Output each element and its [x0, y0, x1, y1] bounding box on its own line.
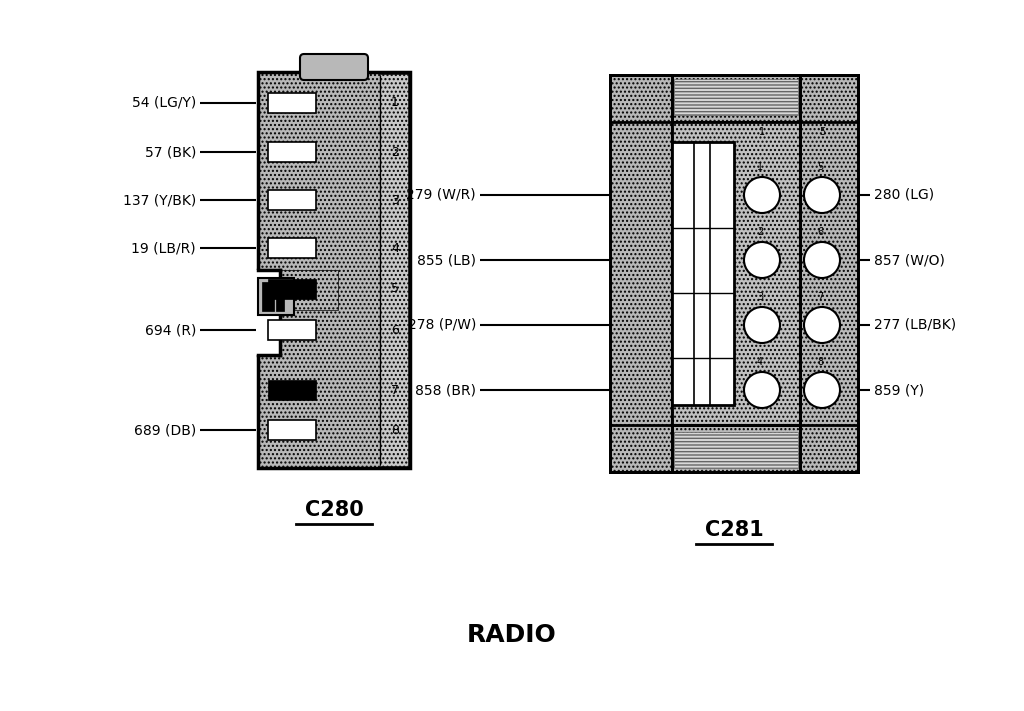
Text: 19 (LB/R): 19 (LB/R) [131, 241, 196, 255]
Text: 57 (BK): 57 (BK) [144, 145, 196, 159]
Text: 6: 6 [817, 227, 823, 237]
Text: 1: 1 [759, 127, 765, 137]
FancyBboxPatch shape [300, 54, 368, 80]
Text: 2: 2 [391, 146, 399, 159]
Text: 5: 5 [817, 162, 823, 172]
Text: 694 (R): 694 (R) [144, 323, 196, 337]
Text: 1: 1 [391, 97, 399, 109]
Bar [268, 380, 316, 400]
Bar [672, 142, 734, 405]
Text: 279 (W/R): 279 (W/R) [407, 188, 476, 202]
Bar [258, 72, 410, 468]
Bar [610, 75, 858, 122]
Text: 7: 7 [817, 292, 823, 302]
Circle shape [744, 177, 780, 213]
Text: C281: C281 [705, 520, 763, 540]
Bar [268, 93, 316, 113]
Bar [268, 238, 316, 258]
Circle shape [744, 242, 780, 278]
Circle shape [804, 372, 840, 408]
Text: 277 (LB/BK): 277 (LB/BK) [874, 318, 956, 332]
Text: 855 (LB): 855 (LB) [417, 253, 476, 267]
Bar [258, 72, 410, 468]
Bar [262, 282, 274, 311]
Text: 4: 4 [757, 357, 763, 367]
Bar [258, 278, 294, 315]
Bar [674, 432, 798, 468]
Circle shape [744, 307, 780, 343]
Bar [276, 282, 284, 311]
Bar [268, 190, 316, 210]
Text: RADIO: RADIO [467, 623, 557, 647]
Bar [672, 122, 800, 425]
Bar [380, 74, 408, 466]
Text: 278 (P/W): 278 (P/W) [408, 318, 476, 332]
Text: 7: 7 [391, 383, 399, 397]
Bar [268, 142, 316, 162]
Bar [800, 75, 858, 472]
Text: 4: 4 [391, 242, 399, 255]
Bar [610, 75, 672, 472]
Text: 5: 5 [391, 282, 399, 296]
Text: 857 (W/O): 857 (W/O) [874, 253, 945, 267]
Text: 8: 8 [817, 357, 823, 367]
Circle shape [804, 177, 840, 213]
Text: 3: 3 [391, 193, 399, 206]
Bar [674, 144, 732, 403]
Bar [672, 122, 800, 425]
Text: 689 (DB): 689 (DB) [134, 423, 196, 437]
Bar [610, 425, 858, 472]
Bar [674, 79, 798, 115]
Circle shape [804, 242, 840, 278]
Bar [268, 279, 316, 299]
Text: 5: 5 [819, 127, 825, 137]
Text: 280 (LG): 280 (LG) [874, 188, 934, 202]
Bar [268, 420, 316, 440]
Bar [610, 425, 858, 472]
Text: 859 (Y): 859 (Y) [874, 383, 924, 397]
Bar [268, 320, 316, 340]
Text: 2: 2 [757, 227, 763, 237]
Text: 54 (LG/Y): 54 (LG/Y) [132, 96, 196, 110]
Bar [610, 75, 672, 472]
Text: 137 (Y/BK): 137 (Y/BK) [123, 193, 196, 207]
Text: 6: 6 [391, 324, 399, 336]
Circle shape [804, 307, 840, 343]
Bar [800, 75, 858, 472]
Text: C280: C280 [304, 500, 364, 520]
Bar [280, 270, 338, 310]
Text: 8: 8 [391, 424, 399, 437]
Text: 858 (BR): 858 (BR) [415, 383, 476, 397]
Text: 1: 1 [757, 162, 763, 172]
Text: 3: 3 [757, 292, 763, 302]
Bar [610, 75, 858, 122]
Circle shape [744, 372, 780, 408]
Bar [256, 270, 282, 355]
